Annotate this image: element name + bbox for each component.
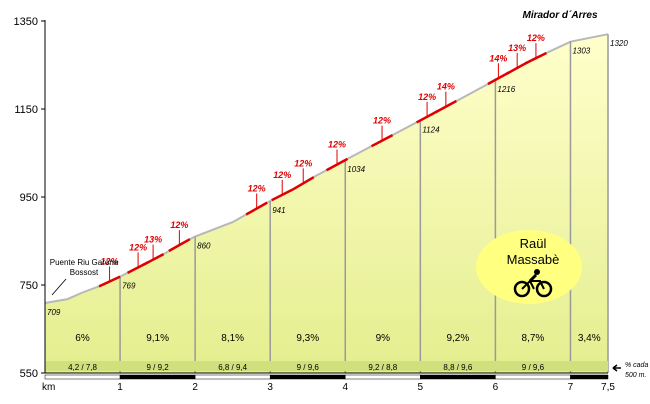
- x-tick-label-7: 7: [568, 382, 574, 393]
- steep-marker-13: 13%: [506, 43, 529, 75]
- steep-marker-12: 14%: [487, 53, 510, 86]
- x-tick-label-3: 3: [267, 382, 273, 393]
- author-first-name: Raül: [520, 236, 547, 251]
- gradient-legend-arrow-icon: [612, 364, 621, 372]
- km-scale-block-3: [194, 374, 271, 380]
- y-tick-label-1: 550: [20, 368, 38, 380]
- km-scale-block-8: [570, 374, 609, 380]
- x-tick-label-8: 7,5: [601, 382, 615, 393]
- segment-range-7: 9 / 9,6: [522, 363, 545, 372]
- steep-label: 12%: [294, 158, 312, 168]
- x-tick-label-2: 2: [192, 382, 198, 393]
- profile-area-layer: [44, 33, 609, 373]
- y-tick-label-5: 1350: [14, 16, 38, 28]
- steep-label: 12%: [328, 140, 346, 150]
- start-location-line2: Bossost: [70, 268, 99, 277]
- segment-range-2: 9 / 9,2: [146, 363, 169, 372]
- segment-average-2: 9,1%: [146, 333, 169, 344]
- km-scale-block-2: [119, 374, 196, 380]
- x-tick-label-6: 6: [493, 382, 499, 393]
- author-badge: Raül Massabè: [476, 230, 582, 304]
- x-tick-label-5: 5: [418, 382, 424, 393]
- elevation-label-9: 1320: [610, 39, 628, 48]
- x-axis-label: km: [42, 382, 55, 393]
- steep-marker-1: 12%: [98, 256, 121, 288]
- start-location-line1: Puente Riu Garona: [50, 258, 119, 267]
- x-tick-label-4: 4: [342, 382, 348, 393]
- steep-marker-14: 12%: [524, 33, 548, 65]
- steep-marker-9: 12%: [370, 116, 394, 148]
- elevation-label-5: 1034: [347, 165, 365, 174]
- segment-average-4: 9,3%: [296, 333, 319, 344]
- steep-marker-11: 14%: [434, 82, 457, 114]
- segment-range-6: 8,8 / 9,6: [443, 363, 472, 372]
- profile-area: [45, 34, 608, 373]
- elevation-label-8: 1303: [572, 47, 590, 56]
- chart-title: Mirador d´Arres: [522, 10, 597, 21]
- steep-label: 12%: [129, 242, 147, 252]
- elevation-label-4: 941: [272, 206, 285, 215]
- segment-range-band: [45, 361, 608, 371]
- steep-marker-10: 12%: [415, 92, 439, 124]
- steep-label: 14%: [437, 82, 455, 92]
- elevation-label-6: 1124: [422, 125, 440, 134]
- steep-label: 12%: [418, 92, 436, 102]
- steep-label: 12%: [373, 116, 391, 126]
- km-scale-block-6: [420, 374, 496, 380]
- labels-layer: 6% 4,2 / 7,8 9,1% 9 / 9,2 8,1% 6,8 / 9,4 9,3% 9…: [47, 39, 628, 372]
- steep-label: 12%: [527, 33, 545, 43]
- segment-average-6: 9,2%: [446, 333, 469, 344]
- steep-label: 12%: [101, 256, 119, 266]
- steep-marker-6: 12%: [271, 170, 294, 202]
- author-disc: [476, 230, 582, 304]
- steep-label: 14%: [489, 53, 507, 63]
- elevation-label-7: 1216: [497, 85, 515, 94]
- x-tick-label-1: 1: [117, 382, 123, 393]
- elevation-label-1: 709: [47, 308, 61, 317]
- km-scale-block-1: [44, 374, 121, 380]
- steep-section: [98, 275, 121, 288]
- steep-section: [325, 157, 349, 172]
- steep-label: 12%: [273, 170, 291, 180]
- y-tick-label-2: 750: [20, 280, 38, 292]
- steep-marker-4: 12%: [168, 220, 191, 253]
- segment-range-3: 6,8 / 9,4: [218, 363, 247, 372]
- steep-marker-7: 12%: [292, 158, 315, 191]
- segment-range-1: 4,2 / 7,8: [68, 363, 97, 372]
- grid-layer: [45, 34, 609, 373]
- steep-marker-3: 12%: [127, 242, 150, 274]
- author-last-name: Massabè: [507, 252, 560, 267]
- gradient-legend-line1: % cada: [625, 362, 648, 369]
- y-tick-label-3: 950: [20, 192, 38, 204]
- segment-average-7: 8,7%: [522, 333, 545, 344]
- cyclist-icon: [513, 269, 553, 298]
- segment-average-1: 6%: [75, 333, 90, 344]
- y-tick-label-4: 1150: [14, 104, 38, 116]
- segment-average-3: 8,1%: [221, 333, 244, 344]
- segment-range-5: 9,2 / 8,8: [368, 363, 397, 372]
- steep-label: 13%: [508, 43, 526, 53]
- start-location-leader: [51, 278, 67, 296]
- km-scale-block-7: [495, 374, 571, 380]
- steep-label: 13%: [144, 235, 162, 245]
- segment-average-8: 3,4%: [578, 333, 601, 344]
- steep-label: 12%: [170, 220, 188, 230]
- steep-marker-5: 12%: [245, 184, 268, 216]
- km-scale-block-4: [269, 374, 346, 380]
- km-scale-block-5: [345, 374, 421, 380]
- steep-markers-layer: 12%13%12%12%12%12%12%12%12%12%14%14%13%1…: [98, 33, 548, 288]
- steep-label: 12%: [248, 184, 266, 194]
- steep-marker-8: 12%: [325, 140, 349, 172]
- gradient-legend-line2: 500 m.: [625, 372, 646, 379]
- segment-range-4: 9 / 9,6: [297, 363, 320, 372]
- axes-layer: 550 750 950 1150 1350 1 2 3 4 5 6 7 7,5: [14, 16, 616, 393]
- segment-average-5: 9%: [376, 333, 391, 344]
- elevation-label-2: 769: [122, 282, 136, 291]
- elevation-label-3: 860: [197, 242, 211, 251]
